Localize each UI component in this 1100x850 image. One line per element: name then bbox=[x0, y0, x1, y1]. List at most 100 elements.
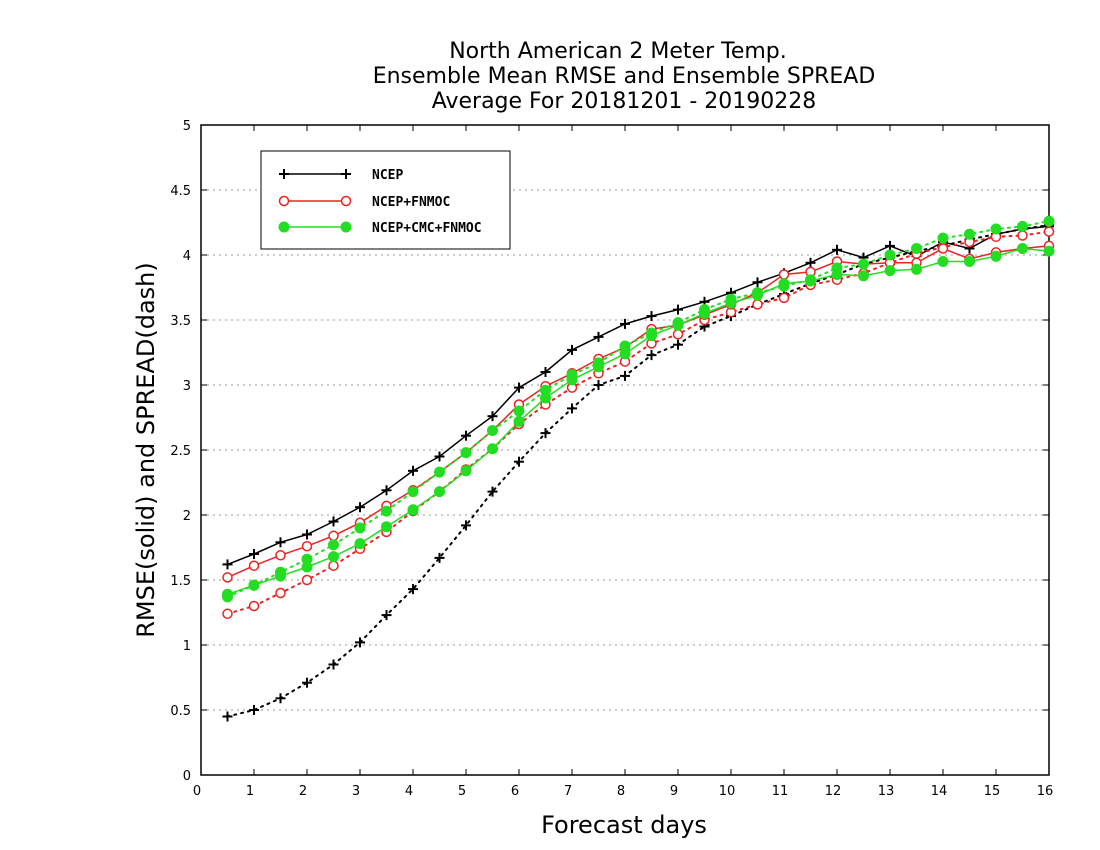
spread-point-ncep-cmc-fnmoc-24 bbox=[858, 258, 869, 270]
y-tick-label-10: 5 bbox=[183, 119, 191, 134]
spread-point-ncep-13 bbox=[567, 403, 577, 414]
spread-point-ncep-7 bbox=[408, 584, 418, 595]
rmse-point-ncep-cmc-fnmoc-3 bbox=[301, 561, 313, 573]
x-tick-label-9: 9 bbox=[670, 784, 678, 799]
rmse-point-ncep-cmc-fnmoc-10 bbox=[487, 443, 498, 455]
title-line-3: Average For 20181201 - 20190228 bbox=[432, 89, 817, 114]
spread-point-ncep-4 bbox=[328, 659, 339, 670]
rmse-point-ncep-cmc-fnmoc-9 bbox=[460, 465, 472, 477]
x-tick-label-11: 11 bbox=[772, 784, 789, 799]
legend-label-ncep-fnmoc: NCEP+FNMOC bbox=[372, 195, 450, 210]
spread-point-ncep-cmc-fnmoc-9 bbox=[460, 447, 472, 459]
x-tick-label-3: 3 bbox=[352, 784, 360, 799]
spread-point-ncep-10 bbox=[487, 486, 498, 497]
spread-point-ncep-1 bbox=[249, 705, 259, 715]
legend-box bbox=[260, 150, 511, 250]
rmse-point-ncep-23 bbox=[832, 244, 842, 255]
spread-point-ncep-8 bbox=[434, 552, 445, 563]
rmse-point-ncep-cmc-fnmoc-20 bbox=[752, 289, 763, 301]
spread-point-ncep-cmc-fnmoc-6 bbox=[381, 505, 392, 517]
spread-point-ncep-cmc-fnmoc-11 bbox=[513, 405, 525, 417]
y-tick-label-9: 4.5 bbox=[170, 184, 191, 199]
legend-label-ncep: NCEP bbox=[372, 168, 403, 183]
rmse-point-ncep-fnmoc-0 bbox=[222, 572, 233, 583]
rmse-point-ncep-17 bbox=[673, 304, 683, 315]
spread-point-ncep-5 bbox=[355, 637, 365, 648]
spread-point-ncep-cmc-fnmoc-30 bbox=[1017, 220, 1028, 232]
y-tick-label-3: 1.5 bbox=[170, 574, 191, 589]
spread-point-ncep-cmc-fnmoc-4 bbox=[328, 539, 339, 551]
rmse-point-ncep-fnmoc-27 bbox=[937, 243, 949, 254]
spread-point-ncep-fnmoc-4 bbox=[328, 560, 339, 571]
rmse-point-ncep-2 bbox=[275, 537, 286, 548]
y-tick-label-2: 1 bbox=[183, 639, 191, 654]
rmse-point-ncep-cmc-fnmoc-18 bbox=[699, 308, 710, 319]
rmse-point-ncep-cmc-fnmoc-1 bbox=[248, 579, 260, 591]
spread-line-ncep bbox=[226, 224, 1050, 718]
rmse-point-ncep-cmc-fnmoc-23 bbox=[831, 269, 843, 280]
rmse-point-ncep-7 bbox=[408, 465, 418, 476]
y-tick-label-0: 0 bbox=[183, 769, 191, 784]
spread-point-ncep-fnmoc-2 bbox=[275, 587, 286, 599]
spread-point-ncep-fnmoc-1 bbox=[248, 600, 260, 612]
rmse-line-ncep-cmc-fnmoc bbox=[227, 247, 1050, 596]
x-tick-label-5: 5 bbox=[458, 784, 466, 799]
spread-point-ncep-fnmoc-0 bbox=[222, 608, 233, 620]
legend-marker-right-ncep bbox=[341, 169, 351, 179]
spread-point-ncep-cmc-fnmoc-29 bbox=[990, 223, 1002, 235]
rmse-point-ncep-20 bbox=[752, 277, 763, 288]
y-tick-label-7: 3.5 bbox=[170, 314, 191, 329]
rmse-point-ncep-15 bbox=[620, 318, 630, 329]
spread-point-ncep-cmc-fnmoc-27 bbox=[937, 232, 949, 244]
rmse-line-ncep-fnmoc bbox=[227, 245, 1050, 579]
spread-point-ncep-3 bbox=[302, 677, 312, 688]
legend-marker-left-ncep-fnmoc bbox=[278, 195, 290, 207]
spread-line-ncep-cmc-fnmoc bbox=[226, 220, 1050, 598]
spread-point-ncep-0 bbox=[222, 711, 233, 722]
rmse-point-ncep-fnmoc-2 bbox=[275, 550, 286, 561]
rmse-point-ncep-cmc-fnmoc-31 bbox=[1043, 245, 1055, 257]
rmse-point-ncep-cmc-fnmoc-30 bbox=[1017, 243, 1028, 254]
y-tick-label-8: 4 bbox=[183, 249, 191, 264]
rmse-point-ncep-fnmoc-1 bbox=[248, 560, 260, 571]
x-tick-label-12: 12 bbox=[825, 784, 842, 799]
rmse-point-ncep-cmc-fnmoc-25 bbox=[884, 265, 896, 277]
spread-point-ncep-16 bbox=[646, 350, 657, 361]
rmse-point-ncep-cmc-fnmoc-8 bbox=[434, 486, 445, 498]
chart-title: North American 2 Meter Temp. Ensemble Me… bbox=[373, 39, 876, 114]
rmse-point-ncep-fnmoc-21 bbox=[778, 269, 790, 280]
spread-point-ncep-fnmoc-30 bbox=[1017, 230, 1028, 241]
y-tick-label-1: 0.5 bbox=[170, 704, 191, 719]
x-tick-label-6: 6 bbox=[511, 784, 519, 799]
rmse-point-ncep-cmc-fnmoc-26 bbox=[911, 263, 922, 275]
rmse-point-ncep-8 bbox=[434, 451, 445, 462]
spread-point-ncep-fnmoc-21 bbox=[778, 292, 790, 304]
legend-marker-left-ncep bbox=[279, 169, 289, 179]
x-tick-label-0: 0 bbox=[193, 784, 201, 799]
y-tick-label-4: 2 bbox=[183, 509, 191, 524]
y-tick-label-6: 3 bbox=[183, 379, 191, 394]
x-tick-label-4: 4 bbox=[405, 784, 413, 799]
rmse-point-ncep-cmc-fnmoc-16 bbox=[646, 330, 657, 342]
rmse-point-ncep-13 bbox=[567, 344, 577, 355]
spread-point-ncep-11 bbox=[514, 456, 524, 467]
series-ncep-cmc-fnmoc bbox=[222, 215, 1055, 603]
spread-point-ncep-9 bbox=[461, 520, 471, 531]
x-tick-label-1: 1 bbox=[246, 784, 254, 799]
rmse-point-ncep-cmc-fnmoc-6 bbox=[381, 521, 392, 533]
title-line-1: North American 2 Meter Temp. bbox=[449, 39, 787, 64]
x-tick-label-2: 2 bbox=[299, 784, 307, 799]
spread-point-ncep-2 bbox=[275, 693, 286, 704]
rmse-point-ncep-12 bbox=[540, 367, 551, 377]
rmse-point-ncep-16 bbox=[646, 311, 657, 322]
title-line-2: Ensemble Mean RMSE and Ensemble SPREAD bbox=[373, 64, 876, 89]
rmse-point-ncep-4 bbox=[328, 516, 339, 527]
y-tick-label-5: 2.5 bbox=[170, 444, 191, 459]
x-tick-label-13: 13 bbox=[878, 784, 895, 799]
rmse-point-ncep-fnmoc-3 bbox=[301, 540, 313, 552]
x-tick-label-8: 8 bbox=[617, 784, 625, 799]
rmse-point-ncep-cmc-fnmoc-13 bbox=[566, 374, 578, 386]
spread-point-ncep-12 bbox=[540, 428, 551, 439]
spread-point-ncep-cmc-fnmoc-25 bbox=[884, 249, 896, 261]
